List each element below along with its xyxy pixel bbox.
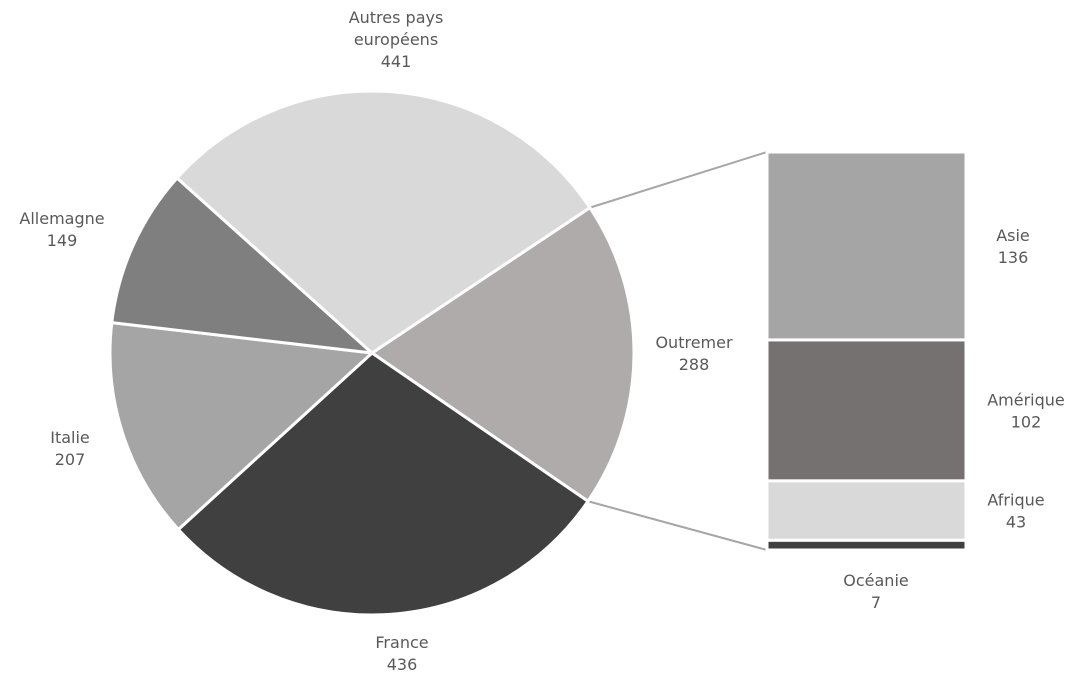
bar-label-amerique: Amérique 102	[987, 390, 1065, 431]
pie-slice-italie	[108, 321, 374, 531]
bar-segment-afrique	[765, 479, 968, 542]
bar-segment-asie	[765, 150, 968, 342]
pie-slices	[108, 89, 636, 617]
pie-slice-autres-pays-europeens	[175, 89, 592, 355]
bar-label-afrique: Afrique 43	[987, 491, 1044, 532]
breakdown-bar	[765, 150, 968, 552]
data-labels: Outremer 288 France 436 Italie 207 Allemagne 14…	[19, 8, 1064, 674]
pie-slice-france	[176, 351, 590, 617]
pie-label-outremer: Outremer 288	[655, 333, 733, 374]
bar-label-asie: Asie 136	[996, 226, 1030, 267]
bar-segment-oceanie	[765, 538, 968, 552]
pie-label-allemagne: Allemagne 149	[19, 209, 104, 250]
connector-lines	[587, 151, 768, 551]
pie-label-italie: Italie 207	[50, 428, 90, 469]
pie-label-autres-pays-europeens: Autres pays européens 441	[349, 8, 444, 71]
connector-line-top	[589, 151, 768, 209]
pie-slice-outremer	[370, 206, 636, 503]
connector-line-bottom	[587, 500, 768, 551]
bar-segment-amerique	[765, 338, 968, 483]
bar-label-oceanie: Océanie 7	[843, 571, 908, 612]
pie-label-france: France 436	[375, 633, 428, 674]
pie-slice-allemagne	[110, 176, 374, 355]
